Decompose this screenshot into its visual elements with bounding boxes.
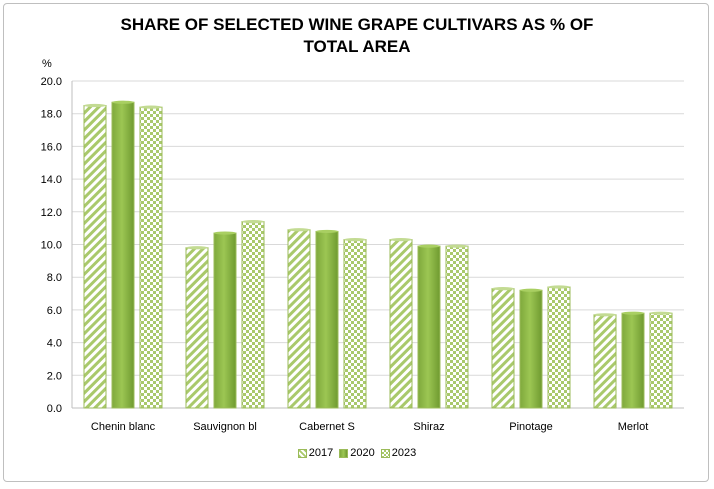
bar-cap (418, 244, 440, 248)
chart-title-line-1: SHARE OF SELECTED WINE GRAPE CULTIVARS A… (120, 15, 594, 34)
bar-2023-chenin-blanc (139, 106, 163, 409)
bar-2023-cabernet-s (343, 239, 367, 409)
bar-2017-shiraz (389, 239, 413, 409)
legend-item-2020: 2020 (339, 447, 375, 459)
y-tick-label: 6.0 (47, 305, 62, 317)
x-tick-label: Cabernet S (299, 421, 355, 433)
bar-cap (84, 103, 106, 108)
bar-cap (242, 220, 264, 224)
x-tick-label: Merlot (618, 421, 649, 433)
y-tick-label: 20.0 (41, 76, 62, 88)
bar-2020-merlot (621, 312, 645, 409)
x-tick-label: Pinotage (509, 421, 552, 433)
legend-label: 2020 (350, 447, 375, 459)
bar-2023-sauvignon-bl (241, 221, 265, 409)
y-tick-label: 16.0 (41, 141, 62, 153)
bars (83, 100, 673, 409)
legend: 2017 2020 2023 (0, 447, 714, 461)
legend-swatch (297, 448, 307, 458)
bar-cap (344, 237, 366, 242)
bar-cap (186, 246, 208, 250)
y-tick-label: 4.0 (47, 338, 62, 350)
bar-cap (316, 229, 338, 234)
gridlines (72, 80, 684, 409)
x-tick-label: Sauvignon bl (193, 421, 257, 433)
y-tick-label: 8.0 (47, 272, 62, 284)
bar-cap (622, 311, 644, 315)
y-tick-label: 14.0 (41, 174, 62, 186)
y-axis-label: % (42, 58, 52, 70)
y-tick-label: 12.0 (41, 207, 62, 219)
y-tick-label: 10.0 (41, 240, 62, 252)
bar-cap (214, 231, 236, 235)
x-tick-label: Shiraz (413, 421, 444, 433)
bar-cap (548, 285, 570, 289)
bar-2017-merlot (593, 314, 617, 409)
bar-2023-shiraz (445, 245, 469, 409)
bar-2023-merlot (649, 312, 673, 409)
legend-item-2023: 2023 (380, 447, 417, 459)
legend-swatch (339, 448, 349, 458)
bar-2023-pinotage (547, 286, 571, 409)
y-tick-label: 2.0 (47, 370, 62, 382)
bar-cap (288, 228, 310, 232)
chart-title: SHARE OF SELECTED WINE GRAPE CULTIVARS A… (0, 14, 714, 58)
bar-2017-chenin-blanc (83, 105, 107, 409)
bar-2017-cabernet-s (287, 229, 311, 409)
bar-2017-sauvignon-bl (185, 247, 209, 409)
bar-cap (650, 311, 672, 315)
bar-cap (112, 100, 134, 104)
legend-item-2017: 2017 (297, 447, 334, 459)
legend-swatch (380, 448, 390, 458)
bar-cap (140, 105, 162, 109)
bar-cap (520, 288, 542, 292)
legend-label: 2017 (308, 447, 334, 459)
bar-2020-pinotage (519, 289, 543, 409)
bar-2020-sauvignon-bl (213, 232, 237, 409)
bar-2017-pinotage (491, 288, 515, 409)
bar-cap (492, 287, 514, 291)
bar-cap (446, 244, 468, 248)
y-tick-label: 18.0 (41, 109, 62, 121)
y-tick-label: 0.0 (47, 403, 62, 415)
bar-cap (594, 313, 616, 317)
x-tick-label: Chenin blanc (91, 421, 156, 433)
legend-label: 2023 (391, 447, 417, 459)
bar-2020-cabernet-s (315, 230, 339, 409)
bar-2020-chenin-blanc (111, 101, 135, 409)
bar-2020-shiraz (417, 245, 441, 409)
bar-cap (390, 237, 412, 242)
chart-title-line-2: TOTAL AREA (303, 37, 411, 56)
axes: % 0.0 2.0 4.0 6.0 8.0 10.0 12.0 14.0 16.0 18.0 20.0… (41, 58, 684, 433)
